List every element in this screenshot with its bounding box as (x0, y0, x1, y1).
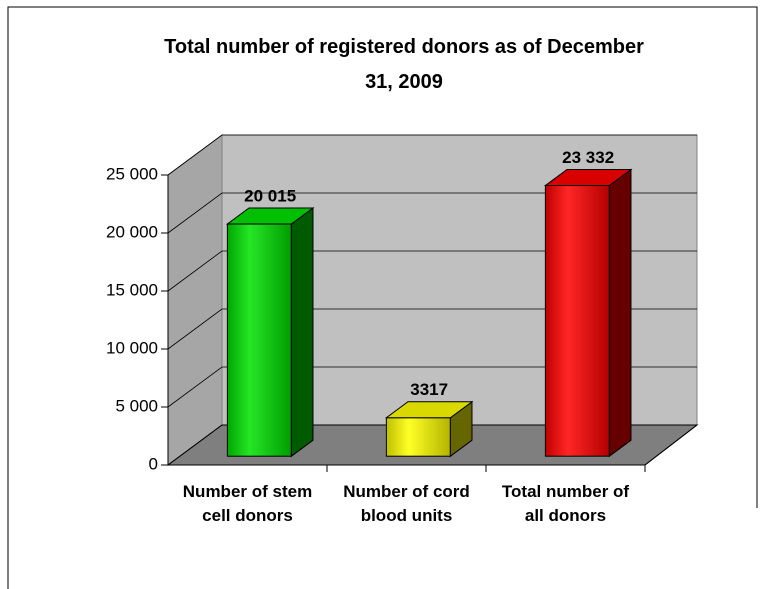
data-label: 23 332 (562, 148, 614, 167)
y-tick-label: 20 000 (106, 222, 158, 241)
bar-front (544, 185, 610, 457)
y-tick-label: 10 000 (106, 338, 158, 357)
data-label: 20 015 (244, 187, 296, 206)
grid-line (167, 192, 697, 234)
y-tick-label: 15 000 (106, 280, 158, 299)
x-axis-depth (644, 424, 698, 466)
chart-title: Total number of registered donors as of … (164, 36, 644, 93)
bar-side (608, 168, 632, 458)
bar (225, 207, 315, 458)
bar-top (543, 169, 633, 187)
x-tick-label: Number of stem cell donors (182, 482, 313, 525)
x-tick-label: Total number of all donors (501, 482, 630, 525)
bar (543, 168, 633, 458)
bar-front (385, 417, 451, 457)
grid-line (167, 308, 697, 350)
grid-line (167, 250, 697, 292)
bar-front (226, 223, 292, 457)
side-wall (167, 134, 223, 466)
grid-line (167, 366, 697, 408)
bar (384, 400, 474, 458)
x-tick-label: Number of cord blood units (343, 482, 470, 525)
grid-line (167, 424, 697, 466)
bar-top (384, 401, 474, 419)
bar-top (225, 207, 315, 225)
grid-line (167, 134, 697, 176)
data-label: 3317 (410, 380, 448, 399)
y-tick-label: 0 (149, 454, 158, 473)
chart-frame (7, 6, 758, 589)
y-tick-label: 5 000 (115, 396, 158, 415)
y-tick-label: 25 000 (106, 164, 158, 183)
bar-side (290, 207, 314, 458)
